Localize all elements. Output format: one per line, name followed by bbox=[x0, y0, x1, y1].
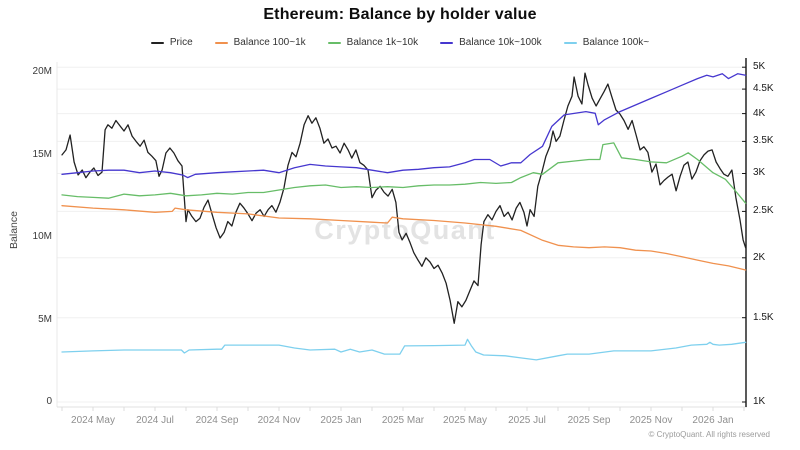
legend-label: Balance 100k~ bbox=[582, 37, 650, 48]
right-axis-tick: 2K bbox=[753, 251, 766, 263]
legend-item-balance-100k[interactable]: Balance 100k~ bbox=[563, 37, 650, 48]
x-axis-tick: 2024 Sep bbox=[195, 415, 239, 426]
left-axis-tick: 20M bbox=[32, 66, 52, 77]
legend-item-balance-10k-100k[interactable]: Balance 10k~100k bbox=[440, 37, 542, 48]
legend-item-balance-1k-10k[interactable]: Balance 1k~10k bbox=[327, 37, 419, 48]
legend-item-price[interactable]: Price bbox=[150, 37, 193, 48]
x-axis-tick: 2024 Jul bbox=[136, 415, 174, 426]
chart-legend: Price Balance 100~1k Balance 1k~10k Bala… bbox=[0, 37, 800, 48]
balance-1k-10k-swatch-icon bbox=[327, 41, 341, 44]
page-title: Ethereum: Balance by holder value bbox=[263, 6, 537, 23]
x-axis-tick: 2025 Mar bbox=[381, 415, 425, 426]
balance-100-1k-swatch-icon bbox=[214, 41, 228, 44]
legend-label: Balance 10k~100k bbox=[459, 37, 542, 48]
right-axis-tick: 3.5K bbox=[753, 135, 774, 147]
x-axis-tick: 2025 Jan bbox=[320, 415, 362, 426]
right-axis-tick: 3K bbox=[753, 167, 766, 179]
balance-10k-100k-swatch-icon bbox=[440, 41, 454, 44]
x-axis-tick: 2025 May bbox=[443, 415, 487, 426]
left-axis-tick: 15M bbox=[32, 148, 52, 160]
legend-item-balance-100-1k[interactable]: Balance 100~1k bbox=[214, 37, 306, 48]
x-axis-tick: 2024 May bbox=[71, 415, 115, 426]
right-axis-tick: 5K bbox=[753, 61, 766, 73]
price-line-swatch-icon bbox=[150, 41, 164, 44]
x-axis-tick: 2024 Nov bbox=[257, 415, 301, 426]
right-axis-tick: 1K bbox=[753, 396, 766, 407]
x-axis-tick: 2026 Jan bbox=[692, 415, 734, 426]
x-axis-tick: 2025 Nov bbox=[629, 415, 673, 426]
x-axis-tick: 2025 Jul bbox=[508, 415, 546, 426]
legend-label: Price bbox=[169, 37, 193, 48]
left-axis-tick: 0 bbox=[46, 396, 52, 407]
copyright-footer: © CryptoQuant. All rights reserved bbox=[648, 430, 771, 439]
x-axis-tick: 2025 Sep bbox=[567, 415, 611, 426]
left-axis-tick: 5M bbox=[38, 313, 52, 325]
left-axis-tick: 10M bbox=[32, 231, 52, 242]
right-axis-tick: 4K bbox=[753, 107, 766, 119]
legend-label: Balance 100~1k bbox=[233, 37, 306, 48]
legend-label: Balance 1k~10k bbox=[346, 37, 419, 48]
balance-100k-swatch-icon bbox=[563, 41, 577, 44]
right-axis-tick: 4.5K bbox=[753, 83, 774, 95]
right-axis-tick: 2.5K bbox=[753, 205, 774, 217]
right-axis-tick: 1.5K bbox=[753, 311, 774, 323]
